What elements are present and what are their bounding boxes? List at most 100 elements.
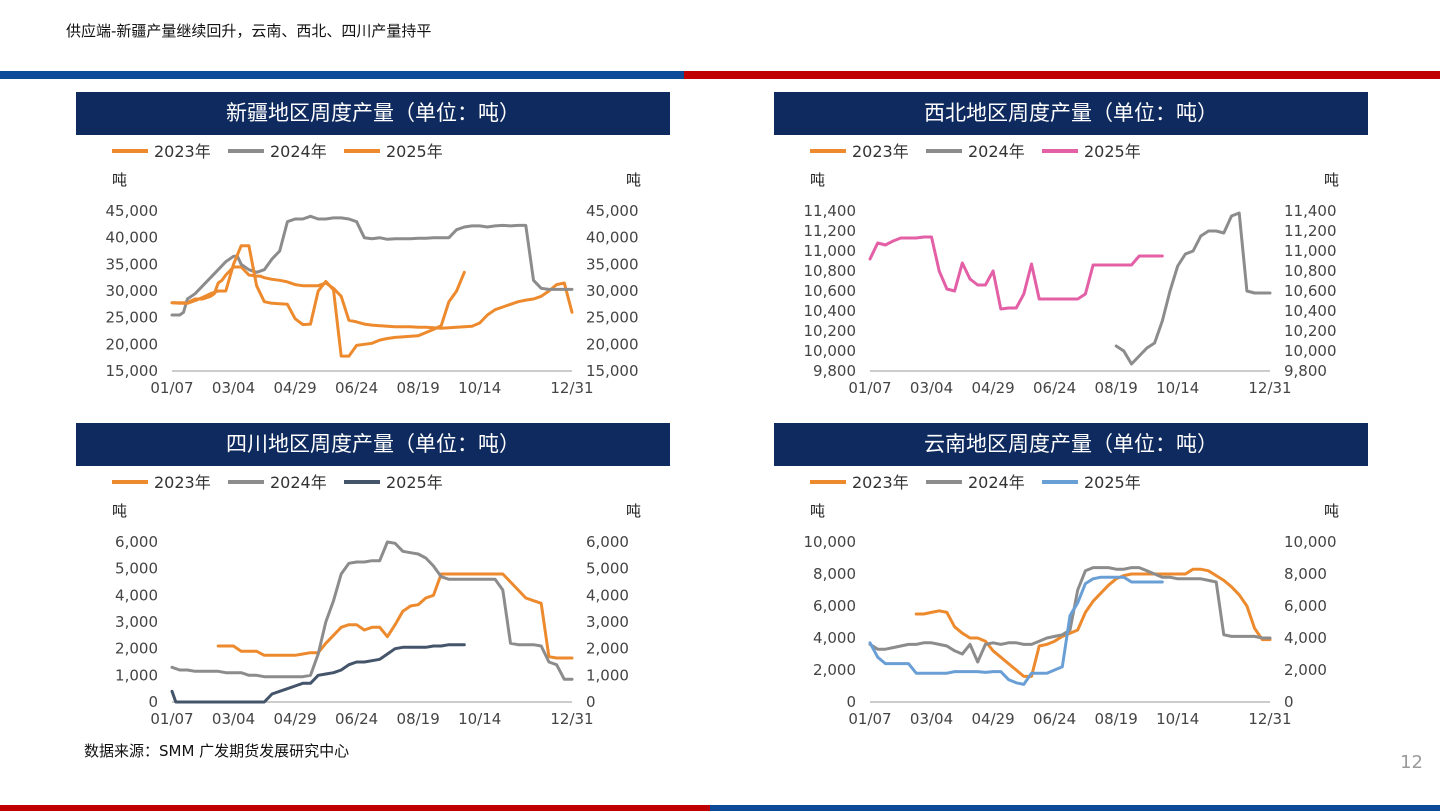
y-unit-right: 吨 [626, 171, 641, 189]
panel-title: 新疆地区周度产量（单位：吨） [76, 92, 670, 135]
y-unit-left: 吨 [810, 171, 825, 189]
x-tick-label: 08/19 [397, 710, 440, 728]
y-tick-left: 6,000 [115, 533, 158, 551]
y-tick-left: 10,000 [804, 533, 857, 551]
x-tick-label: 06/24 [1033, 710, 1076, 728]
x-tick-label: 08/19 [1095, 710, 1138, 728]
y-tick-left: 11,400 [804, 202, 857, 220]
x-tick-label: 08/19 [1095, 379, 1138, 397]
x-tick-label: 03/04 [910, 379, 953, 397]
panel-northwest: 西北地区周度产量（单位：吨） 2023年 2024年 2025年吨 吨 9,800 9,8… [774, 92, 1368, 412]
panel-title: 四川地区周度产量（单位：吨） [76, 423, 670, 466]
y-tick-right: 15,000 [586, 362, 639, 380]
y-tick-right: 2,000 [586, 640, 629, 658]
x-tick-label: 08/19 [397, 379, 440, 397]
panel-title: 云南地区周度产量（单位：吨） [774, 423, 1368, 466]
x-tick-label: 03/04 [212, 379, 255, 397]
y-tick-right: 5,000 [586, 560, 629, 578]
x-tick-label: 01/07 [150, 710, 193, 728]
series-line-0 [170, 265, 574, 330]
legend-label: 2023年 [154, 473, 211, 492]
y-tick-left: 10,200 [804, 322, 857, 340]
y-tick-right: 0 [586, 693, 596, 711]
legend-label: 2023年 [154, 142, 211, 161]
y-tick-left: 20,000 [106, 335, 159, 353]
y-tick-right: 45,000 [586, 202, 639, 220]
y-tick-left: 45,000 [106, 202, 159, 220]
legend-label: 2024年 [968, 473, 1025, 492]
series-line-1 [170, 214, 574, 317]
y-tick-right: 1,000 [586, 666, 629, 684]
y-tick-right: 6,000 [586, 533, 629, 551]
page-number: 12 [1400, 752, 1423, 773]
y-tick-right: 20,000 [586, 335, 639, 353]
header-band-red [684, 71, 1440, 79]
x-tick-label: 01/07 [848, 379, 891, 397]
y-tick-right: 10,000 [1284, 342, 1337, 360]
y-tick-left: 8,000 [813, 565, 856, 583]
y-tick-right: 8,000 [1284, 565, 1327, 583]
x-tick-label: 04/29 [971, 379, 1014, 397]
y-tick-right: 11,200 [1284, 222, 1337, 240]
y-tick-right: 9,800 [1284, 362, 1327, 380]
series-line-2 [868, 235, 1164, 311]
y-tick-right: 3,000 [586, 613, 629, 631]
legend-label: 2024年 [968, 142, 1025, 161]
x-tick-label: 12/31 [1248, 379, 1291, 397]
x-tick-label: 03/04 [910, 710, 953, 728]
legend-label: 2025年 [386, 142, 443, 161]
legend-label: 2024年 [270, 473, 327, 492]
y-unit-right: 吨 [1324, 502, 1339, 520]
y-unit-left: 吨 [112, 502, 127, 520]
y-tick-right: 10,000 [1284, 533, 1337, 551]
legend-label: 2025年 [1084, 142, 1141, 161]
y-tick-left: 10,400 [804, 302, 857, 320]
y-tick-left: 0 [846, 693, 856, 711]
y-tick-left: 3,000 [115, 613, 158, 631]
y-tick-right: 30,000 [586, 282, 639, 300]
header-band-blue [0, 71, 684, 79]
y-tick-left: 2,000 [115, 640, 158, 658]
x-tick-label: 04/29 [971, 710, 1014, 728]
y-tick-right: 4,000 [1284, 629, 1327, 647]
series-line-2 [170, 643, 466, 704]
y-tick-right: 11,000 [1284, 242, 1337, 260]
legend-label: 2025年 [386, 473, 443, 492]
y-tick-left: 4,000 [813, 629, 856, 647]
y-tick-left: 35,000 [106, 255, 159, 273]
slide-title: 供应端-新疆产量继续回升，云南、西北、四川产量持平 [66, 22, 432, 40]
y-tick-right: 10,200 [1284, 322, 1337, 340]
series-line-1 [170, 540, 574, 681]
legend-label: 2023年 [852, 142, 909, 161]
x-tick-label: 10/14 [458, 379, 501, 397]
legend-label: 2023年 [852, 473, 909, 492]
x-tick-label: 12/31 [550, 379, 593, 397]
y-unit-left: 吨 [112, 171, 127, 189]
legend-label: 2024年 [270, 142, 327, 161]
y-tick-right: 10,600 [1284, 282, 1337, 300]
y-tick-left: 25,000 [106, 309, 159, 327]
y-tick-right: 11,400 [1284, 202, 1337, 220]
footer-band-blue [710, 805, 1440, 811]
x-tick-label: 10/14 [1156, 710, 1199, 728]
footer-band-red [0, 805, 710, 811]
series-line-0 [914, 567, 1272, 678]
series-line-1 [1114, 211, 1272, 366]
x-tick-label: 04/29 [273, 710, 316, 728]
y-tick-left: 15,000 [106, 362, 159, 380]
y-tick-left: 10,800 [804, 262, 857, 280]
y-tick-right: 10,400 [1284, 302, 1337, 320]
y-tick-left: 1,000 [115, 666, 158, 684]
y-tick-left: 30,000 [106, 282, 159, 300]
x-tick-label: 01/07 [150, 379, 193, 397]
series-line-0 [216, 572, 574, 660]
y-tick-left: 10,000 [804, 342, 857, 360]
y-tick-right: 2,000 [1284, 661, 1327, 679]
y-tick-left: 11,200 [804, 222, 857, 240]
series-line-2 [170, 244, 466, 358]
series-line-2 [868, 575, 1164, 686]
y-unit-right: 吨 [1324, 171, 1339, 189]
